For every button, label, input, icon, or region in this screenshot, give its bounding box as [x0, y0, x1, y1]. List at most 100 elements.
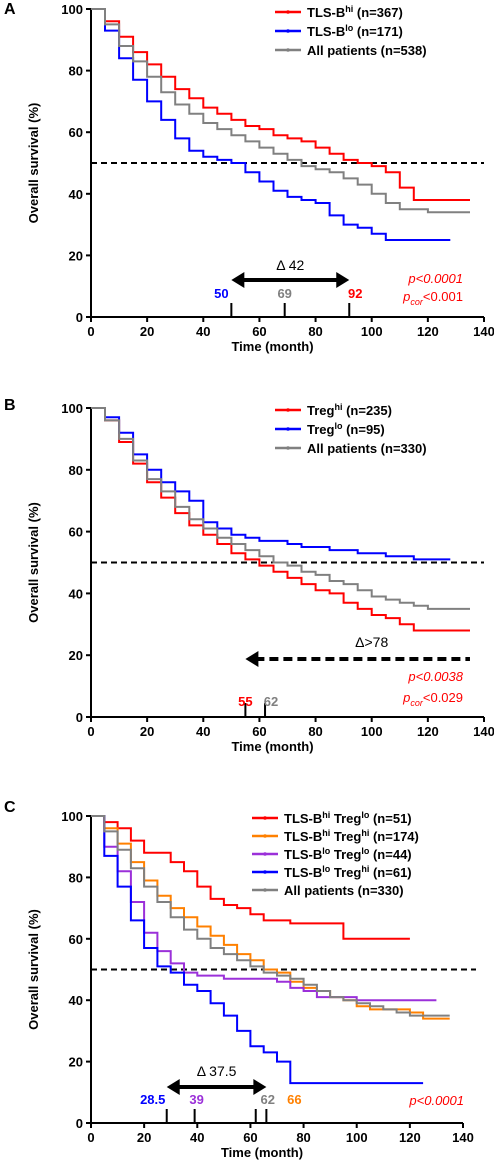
panel-b-chart: B 0 20 40 60 80 100 0 20 40 60 80 100 120 140 Time (mon… [4, 397, 494, 754]
legend-superscript: hi [345, 4, 353, 14]
p-value: p<0.0001 [407, 271, 463, 286]
legend-entry: TLS-Bhi Treghi (n=174) [284, 828, 419, 844]
x-tick-label: 80 [308, 724, 322, 739]
legend-entry: All patients (n=330) [284, 883, 404, 898]
legend-marker [263, 852, 267, 856]
panel-a-chart: A 0 20 40 60 80 100 0 20 40 60 80 100 120 140 Time (mon… [4, 1, 494, 354]
legend-text: TLS-B [284, 811, 322, 826]
delta-label: Δ>78 [355, 634, 388, 650]
legend-text: (n=44) [369, 847, 411, 862]
legend-entry: Treglo (n=95) [307, 421, 385, 437]
legend-text: (n=235) [342, 403, 392, 418]
legend-entry: TLS-Blo Treglo (n=44) [284, 846, 412, 862]
legend-entry: All patients (n=330) [307, 441, 427, 456]
legend-superscript: lo [334, 421, 343, 431]
x-tick-label: 120 [399, 1130, 421, 1145]
y-tick-label: 20 [69, 648, 83, 663]
y-tick-label: 80 [69, 870, 83, 885]
y-tick-label: 40 [69, 993, 83, 1008]
p-cor-threshold: <0.001 [423, 289, 463, 304]
legend-text: All patients (n=330) [307, 441, 427, 456]
legend-marker [263, 888, 267, 892]
x-tick-label: 100 [361, 724, 383, 739]
legend-entry: All patients (n=538) [307, 43, 427, 58]
x-tick-label: 120 [417, 324, 439, 339]
legend-text: (n=174) [369, 829, 419, 844]
x-tick-label: 140 [473, 324, 494, 339]
p-cor-value: pcor<0.001 [402, 289, 463, 307]
survival-curve-3 [91, 8, 470, 214]
legend-marker [286, 10, 290, 14]
y-axis-label: Overall survival (%) [26, 909, 41, 1030]
y-tick-label: 20 [69, 1055, 83, 1070]
x-tick-label: 20 [140, 324, 154, 339]
legend-marker [286, 427, 290, 431]
legend-superscript: lo [322, 846, 331, 856]
survival-curve-3 [91, 815, 437, 1002]
p-cor-value: pcor<0.029 [402, 690, 463, 708]
legend-marker [286, 408, 290, 412]
y-tick-label: 80 [69, 463, 83, 478]
legend-text: (n=95) [342, 422, 384, 437]
median-value-label: 92 [348, 286, 362, 301]
difference-arrow-head-right [336, 272, 350, 288]
delta-label: Δ 37.5 [197, 1063, 237, 1079]
y-tick-label: 100 [61, 401, 83, 416]
legend-marker [263, 816, 267, 820]
y-tick-label: 60 [69, 525, 83, 540]
p-cor-symbol: p [402, 289, 410, 304]
y-tick-label: 20 [69, 248, 83, 263]
legend-marker [286, 29, 290, 33]
survival-curve-1 [91, 407, 470, 632]
difference-arrow-head-right [253, 1079, 267, 1095]
legend-text: TLS-B [284, 847, 322, 862]
legend-text: Treg [307, 422, 335, 437]
legend-entry: TLS-Bhi (n=367) [307, 4, 403, 20]
legend-text: TLS-B [307, 5, 345, 20]
median-value-label: 50 [214, 286, 228, 301]
legend-text: (n=61) [369, 865, 411, 880]
difference-arrow-head-left [231, 272, 245, 288]
x-axis-label: Time (month) [221, 1145, 303, 1160]
survival-curve-2 [91, 407, 451, 561]
median-value-label: 39 [189, 1092, 203, 1107]
legend-marker [263, 834, 267, 838]
median-value-label: 28.5 [140, 1092, 165, 1107]
median-value-label: 62 [261, 1092, 275, 1107]
x-tick-label: 80 [308, 324, 322, 339]
legend-text: Treg [330, 865, 361, 880]
p-cor-threshold: <0.029 [423, 690, 463, 705]
panel-c-chart: C 0 20 40 60 80 100 0 20 40 60 80 100 120 140 Time (mon… [4, 799, 476, 1160]
legend-entry: Treghi (n=235) [307, 402, 392, 418]
median-value-label: 66 [287, 1092, 301, 1107]
x-tick-label: 0 [87, 724, 94, 739]
legend-text: All patients (n=330) [284, 883, 404, 898]
y-tick-label: 100 [61, 2, 83, 17]
legend-text: Treg [330, 829, 361, 844]
y-axis-label: Overall survival (%) [26, 502, 41, 623]
y-tick-label: 40 [69, 187, 83, 202]
survival-curve-2 [91, 815, 450, 1020]
survival-curve-4 [91, 815, 424, 1085]
legend-superscript: hi [361, 828, 369, 838]
x-tick-label: 40 [190, 1130, 204, 1145]
legend-superscript: hi [322, 810, 330, 820]
y-tick-label: 60 [69, 125, 83, 140]
x-axis-label: Time (month) [231, 339, 313, 354]
legend-superscript: lo [322, 864, 331, 874]
legend-superscript: hi [334, 402, 342, 412]
legend-superscript: hi [322, 828, 330, 838]
legend-marker [263, 870, 267, 874]
median-value-label: 69 [277, 286, 291, 301]
survival-curve-1 [91, 8, 470, 201]
legend-text: TLS-B [284, 829, 322, 844]
x-tick-label: 100 [361, 324, 383, 339]
p-cor-subscript: cor [410, 297, 424, 307]
y-axis-label: Overall survival (%) [26, 103, 41, 224]
legend-marker [286, 446, 290, 450]
legend-text: (n=171) [353, 24, 403, 39]
x-tick-label: 60 [252, 724, 266, 739]
y-tick-label: 60 [69, 932, 83, 947]
legend-entry: TLS-Blo Treghi (n=61) [284, 864, 412, 880]
x-axis-label: Time (month) [231, 739, 313, 754]
